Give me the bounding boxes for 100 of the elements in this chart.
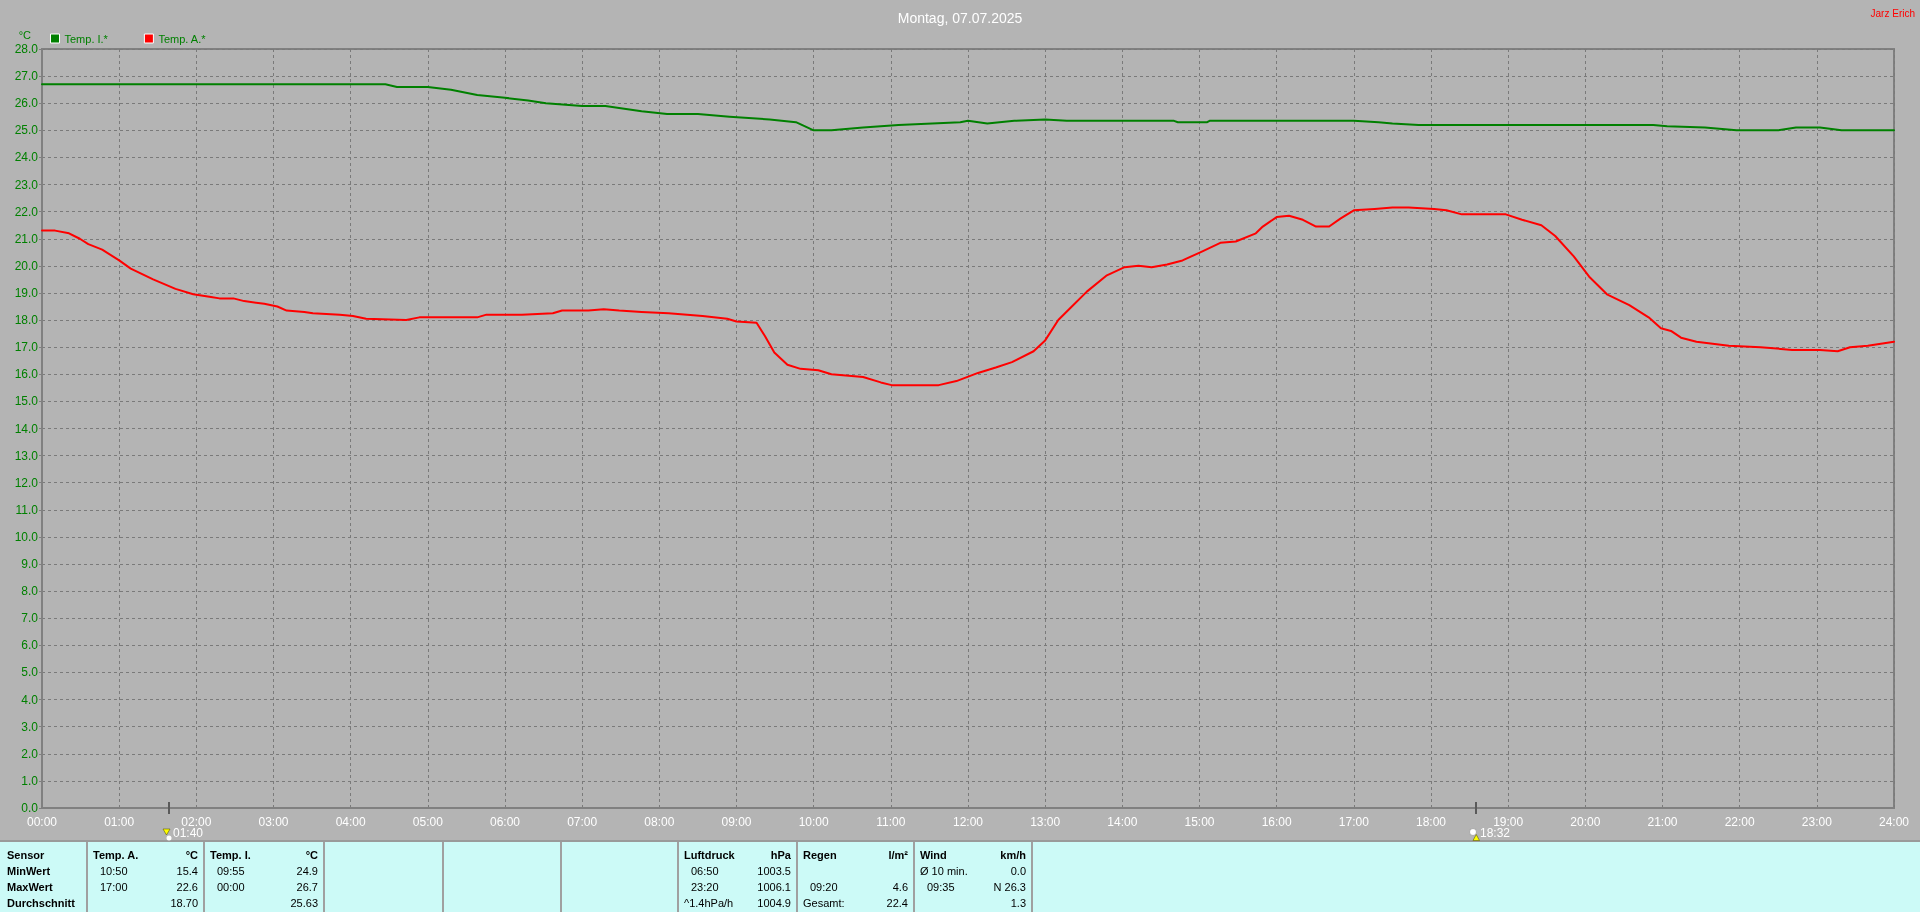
y-tick-label: 4.0 — [21, 692, 39, 707]
text: 09:20 — [810, 880, 838, 895]
line-series — [41, 206, 1895, 387]
x-tick-label: 15:00 — [1184, 815, 1215, 829]
x-tick-label: 07:00 — [567, 815, 598, 829]
y-tick-label: 13.0 — [14, 448, 39, 463]
text: °C — [305, 848, 318, 863]
text: Regen — [803, 848, 837, 863]
y-tick-label: 6.0 — [21, 638, 39, 653]
x-tick-label: 09:00 — [721, 815, 752, 829]
text: km/h — [1000, 848, 1026, 863]
x-tick-label: 04:00 — [335, 815, 367, 829]
x-tick-label: 11:00 — [876, 815, 906, 829]
text: 06:50 — [691, 864, 719, 879]
text: 1003.5 — [757, 864, 791, 879]
x-tick-label: 19:00 — [1493, 815, 1524, 829]
text: 4.6 — [892, 880, 908, 895]
legend-label: Temp. I.* — [64, 32, 109, 45]
x-tick-label: 22:00 — [1724, 815, 1756, 829]
text: N 26.3 — [993, 880, 1026, 895]
y-tick-label: 25.0 — [14, 123, 39, 138]
text: 24.9 — [296, 864, 318, 879]
text: ^1.4hPa/h — [684, 896, 734, 911]
x-tick-label: 08:00 — [644, 815, 675, 829]
x-tick-label: 18:00 — [1415, 815, 1447, 829]
x-tick-label: 13:00 — [1030, 815, 1061, 829]
text: 10:50 — [100, 864, 128, 879]
y-tick-label: 9.0 — [21, 557, 39, 572]
y-tick-label: 22.0 — [14, 204, 39, 219]
text: °C — [185, 848, 198, 863]
text: Temp. A. — [93, 848, 139, 863]
y-tick-label: 0.0 — [21, 801, 39, 815]
text: Luftdruck — [684, 848, 735, 863]
y-tick-label: 11.0 — [15, 502, 39, 517]
text: 09:35 — [927, 880, 955, 895]
text: hPa — [770, 848, 791, 863]
text: 25.63 — [290, 896, 318, 911]
text: 17:00 — [100, 880, 128, 895]
chart-title: Montag, 07.07.2025 — [897, 10, 1023, 26]
text: 26.7 — [296, 880, 318, 895]
y-tick-label: 26.0 — [14, 96, 39, 111]
text: 18.70 — [170, 896, 198, 911]
y-tick-label: 21.0 — [14, 231, 39, 246]
y-tick-label: 24.0 — [14, 150, 39, 165]
text: 1004.9 — [757, 896, 791, 911]
x-tick-label: 14:00 — [1107, 815, 1138, 829]
text: Gesamt: — [803, 896, 845, 911]
y-tick-label: 12.0 — [14, 475, 39, 490]
text: 22.6 — [176, 880, 198, 895]
text: 22.4 — [886, 896, 908, 911]
x-tick-label: 01:00 — [104, 815, 135, 829]
text: 0.0 — [1010, 864, 1026, 879]
x-tick-label: 21:00 — [1647, 815, 1678, 829]
x-tick-label: 12:00 — [952, 815, 984, 829]
x-tick-label: 02:00 — [181, 815, 212, 829]
text: MinWert — [7, 864, 51, 879]
y-tick-label: 20.0 — [14, 258, 39, 273]
text: MaxWert — [7, 880, 53, 895]
x-tick-label: 10:00 — [798, 815, 830, 829]
text: 18:32 — [1480, 826, 1511, 840]
y-tick-label: 28.0 — [14, 42, 39, 56]
x-tick-label: 24:00 — [1878, 815, 1910, 829]
y-tick-label: 16.0 — [14, 367, 39, 382]
text: 01:40 — [173, 826, 204, 840]
y-tick-label: 19.0 — [14, 285, 39, 300]
y-tick-label: 1.0 — [21, 773, 39, 788]
y-tick-label: 7.0 — [21, 611, 39, 626]
y-axis-title: °C — [18, 28, 32, 41]
y-tick-label: 17.0 — [14, 340, 39, 355]
y-tick-label: 18.0 — [14, 313, 39, 328]
text: Jarz Erich — [1870, 7, 1915, 19]
y-tick-label: 15.0 — [14, 394, 39, 409]
text: 00:00 — [217, 880, 245, 895]
x-tick-label: 16:00 — [1261, 815, 1293, 829]
y-tick-label: 3.0 — [21, 719, 39, 734]
text: 09:55 — [217, 864, 245, 879]
text: Temp. I. — [210, 848, 251, 863]
x-tick-label: 17:00 — [1338, 815, 1370, 829]
y-tick-label: 27.0 — [14, 69, 39, 84]
x-tick-label: 20:00 — [1570, 815, 1601, 829]
x-tick-label: 00:00 — [26, 815, 58, 829]
x-tick-label: 05:00 — [412, 815, 444, 829]
y-tick-label: 5.0 — [21, 665, 39, 680]
text: Sensor — [7, 848, 45, 863]
x-tick-label: 06:00 — [489, 815, 521, 829]
text: l/m² — [888, 848, 908, 863]
text: 23:20 — [691, 880, 719, 895]
y-tick-label: 2.0 — [21, 746, 39, 761]
y-tick-label: 23.0 — [14, 177, 39, 192]
text: 1006.1 — [757, 880, 791, 895]
x-tick-label: 03:00 — [258, 815, 289, 829]
line-series — [41, 83, 1895, 132]
y-tick-label: 8.0 — [21, 584, 39, 599]
y-tick-label: 10.0 — [14, 529, 39, 544]
x-tick-label: 23:00 — [1801, 815, 1833, 829]
y-tick-label: 14.0 — [14, 421, 39, 436]
text: 15.4 — [176, 864, 198, 879]
text: Ø 10 min. — [920, 864, 968, 879]
text: Durchschnitt — [7, 896, 75, 911]
text: Wind — [920, 848, 947, 863]
